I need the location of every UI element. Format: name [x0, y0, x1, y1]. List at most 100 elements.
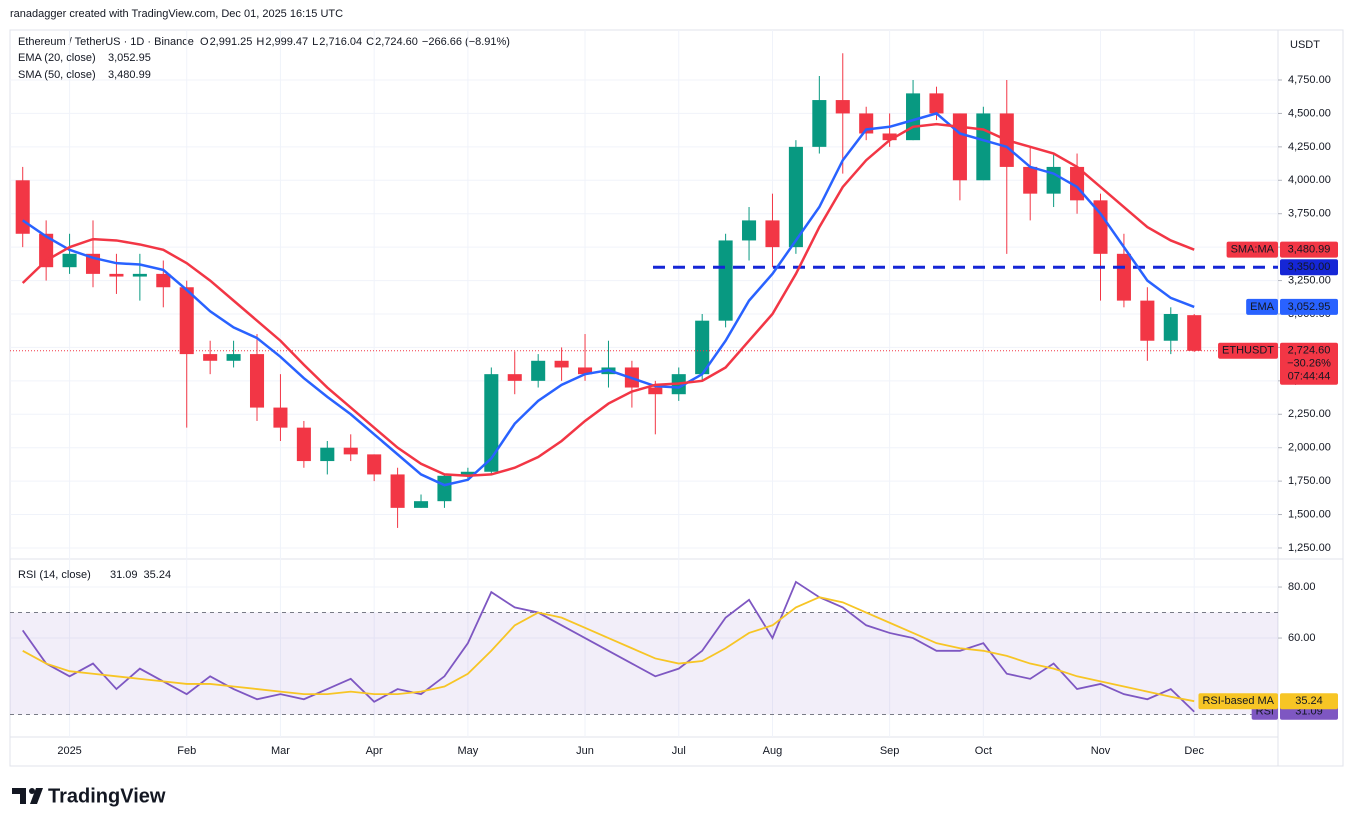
x-tick-label: Mar: [271, 745, 290, 757]
candle-body: [15, 180, 30, 234]
y-tick-label: 4,750.00: [1288, 74, 1331, 86]
candle-body: [390, 474, 405, 508]
candle-body: [320, 447, 335, 462]
candle-body: [1187, 315, 1202, 351]
candle-body: [554, 360, 569, 368]
candle-body: [648, 387, 663, 395]
symbol: Ethereum / TetherUS · 1D · Binance: [18, 36, 194, 48]
x-tick-label: Jul: [672, 745, 686, 757]
indicator-line: [22, 112, 1195, 487]
last-price-countdown: 07:44:44: [1288, 371, 1331, 383]
logo-icon: [12, 788, 43, 804]
candle-body: [765, 220, 780, 248]
candle-body: [460, 471, 475, 476]
x-tick-label: Dec: [1184, 745, 1204, 757]
y-tick-label: 80.00: [1288, 581, 1316, 593]
last-price-change: −30.26%: [1287, 358, 1331, 370]
candle-body: [179, 287, 194, 355]
candle-body: [906, 93, 921, 141]
y-tick-label: 2,000.00: [1288, 442, 1331, 454]
ohlc-key: C: [366, 36, 374, 48]
series-tag-box: [1246, 298, 1278, 315]
candle-body: [695, 320, 710, 375]
legend-name: SMA (50, close): [18, 69, 96, 81]
attribution: ranadagger created with TradingView.com,…: [10, 8, 343, 20]
candle-body: [203, 354, 218, 361]
x-tick-label: Aug: [763, 745, 783, 757]
x-tick-label: Feb: [177, 745, 196, 757]
x-tick-label: Sep: [880, 745, 900, 757]
candle-body: [367, 454, 382, 475]
series-tag: SMA:MA: [1231, 244, 1275, 256]
series-label: 3,052.95: [1288, 301, 1331, 313]
series-label: 35.24: [1295, 695, 1323, 707]
candle-body: [835, 100, 850, 114]
y-tick-label: 1,750.00: [1288, 475, 1331, 487]
y-tick-label: 3,750.00: [1288, 208, 1331, 220]
x-tick-label: Jun: [576, 745, 594, 757]
legend-value: 3,052.95: [108, 52, 151, 64]
candle-body: [109, 273, 124, 277]
candle-body: [531, 360, 546, 381]
legend-value: 35.24: [144, 569, 172, 581]
rsi-band: [10, 612, 1278, 715]
logo: TradingView: [12, 785, 166, 807]
candle-body: [882, 133, 897, 141]
indicator-line: [22, 596, 1195, 703]
series-tag-box: [1198, 693, 1278, 710]
candle-body: [788, 146, 803, 248]
legend-value: 3,480.99: [108, 69, 151, 81]
candle-body: [249, 354, 265, 408]
legend-value: 31.09: [110, 569, 138, 581]
ohlc-value: 2,991.25: [210, 36, 253, 48]
candle-body: [156, 273, 171, 288]
series-box: [1280, 241, 1338, 258]
candle-body: [132, 273, 147, 277]
indicator-line: [21, 122, 1195, 478]
last-price-box: [1280, 342, 1338, 385]
ohlc-value: 2,724.60: [375, 36, 418, 48]
candle-body: [929, 93, 944, 114]
indicator-line: [21, 580, 1195, 713]
candle-body: [1093, 200, 1108, 254]
series-tag-box: [1226, 241, 1278, 258]
ohlc-key: O: [200, 36, 209, 48]
frame: [9, 29, 1344, 767]
x-tick-label: 2025: [57, 745, 81, 757]
y-tick-label: 4,250.00: [1288, 141, 1331, 153]
candle-body: [226, 354, 241, 361]
x-tick-label: May: [457, 745, 478, 757]
candle-body: [273, 407, 288, 428]
candle-body: [507, 374, 522, 381]
candle-body: [413, 501, 429, 508]
pane-title: RSI (14, close): [18, 569, 91, 581]
legend-name: EMA (20, close): [18, 52, 96, 64]
y-tick-label: 3,250.00: [1288, 274, 1331, 286]
candle-body: [343, 447, 358, 455]
candle-body: [437, 475, 452, 502]
candle-body: [484, 374, 499, 472]
ohlc-key: H: [256, 36, 264, 48]
series-tag: EMA: [1250, 301, 1275, 313]
currency: USDT: [1290, 39, 1320, 51]
y-tick-label: 4,000.00: [1288, 174, 1331, 186]
ohlc-key: L: [312, 36, 318, 48]
candle-body: [952, 113, 967, 181]
series-box: [1280, 693, 1338, 710]
level-box: [1280, 259, 1338, 276]
candle-body: [296, 427, 311, 462]
x-tick-label: Nov: [1091, 745, 1111, 757]
candle-body: [578, 367, 593, 375]
series-box: [1280, 298, 1338, 315]
symbol-tag-box: [1218, 342, 1278, 359]
symbol-tag: ETHUSDT: [1222, 345, 1274, 357]
series-tag: RSI-based MA: [1202, 695, 1274, 707]
last-price-label: 2,724.60: [1288, 345, 1331, 357]
series-label: 3,480.99: [1288, 244, 1331, 256]
x-tick-label: Oct: [975, 745, 992, 757]
logo-dot: [29, 788, 35, 794]
candle-body: [1140, 300, 1155, 341]
candle-body: [1023, 166, 1038, 194]
